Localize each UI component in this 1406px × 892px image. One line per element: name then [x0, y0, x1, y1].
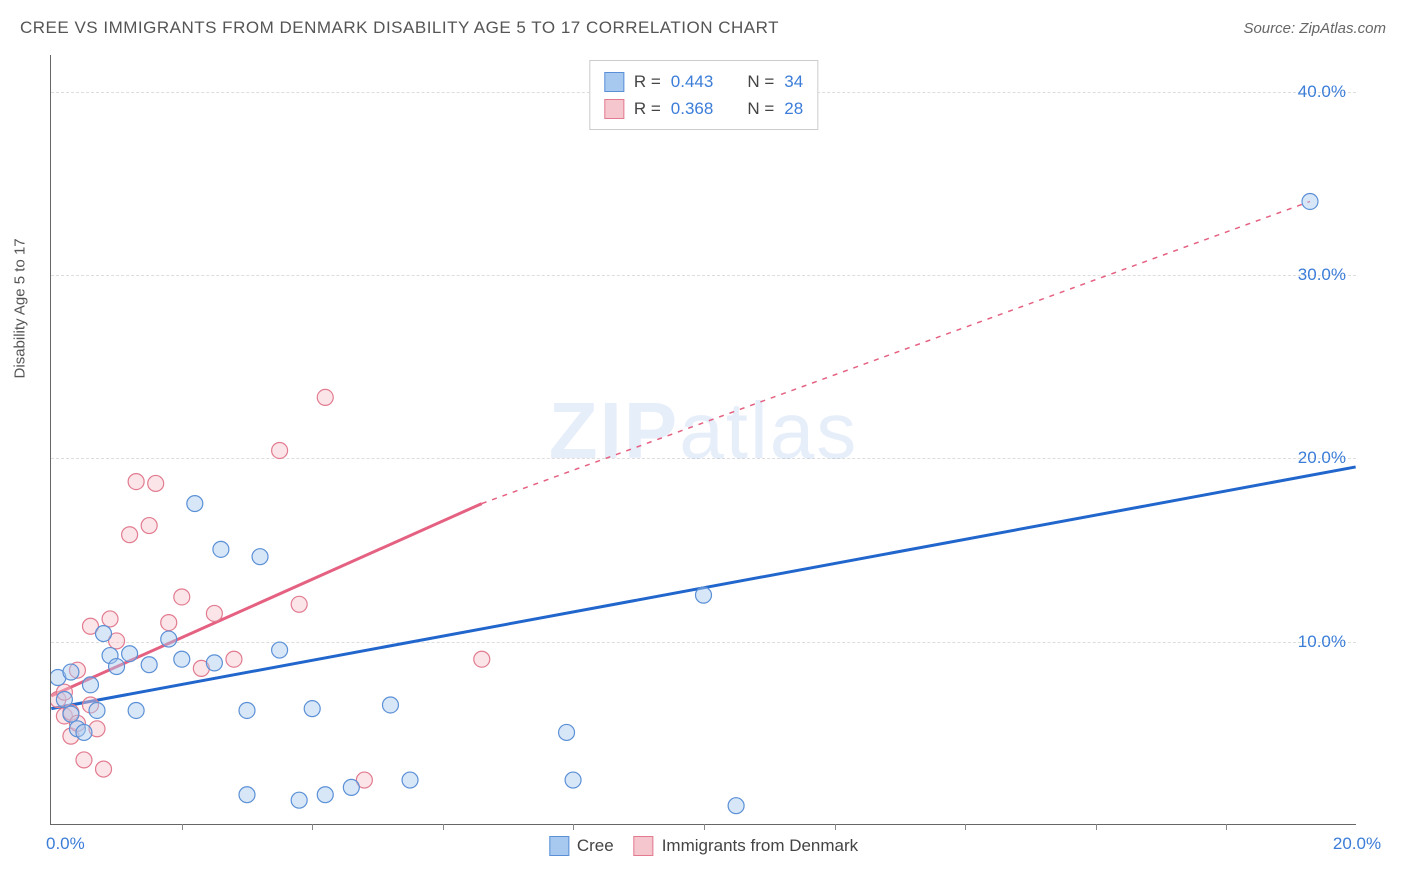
legend-r-value: 0.368: [671, 95, 714, 122]
data-point: [1302, 193, 1318, 209]
legend-n-value: 34: [784, 68, 803, 95]
legend-r-label: R =: [634, 68, 661, 95]
legend-stats: R = 0.443 N = 34 R = 0.368 N = 28: [589, 60, 818, 130]
x-minor-tick: [573, 824, 574, 830]
y-axis-title: Disability Age 5 to 17: [12, 238, 29, 378]
data-point: [96, 761, 112, 777]
data-point: [174, 589, 190, 605]
legend-r-label: R =: [634, 95, 661, 122]
legend-swatch: [604, 72, 624, 92]
data-point: [187, 496, 203, 512]
x-tick-label: 20.0%: [1333, 834, 1381, 854]
legend-series-item: Cree: [549, 836, 614, 856]
data-point: [239, 787, 255, 803]
data-point: [174, 651, 190, 667]
data-point: [474, 651, 490, 667]
data-point: [161, 615, 177, 631]
data-point: [239, 702, 255, 718]
legend-n-label: N =: [747, 68, 774, 95]
data-point: [161, 631, 177, 647]
chart-plot-area: ZIPatlas R =0.443N =34R =0.368N =28 Cree…: [50, 55, 1356, 825]
legend-swatch: [549, 836, 569, 856]
data-point: [206, 605, 222, 621]
data-point: [304, 701, 320, 717]
data-point: [122, 527, 138, 543]
legend-n-value: 28: [784, 95, 803, 122]
x-minor-tick: [704, 824, 705, 830]
data-point: [122, 646, 138, 662]
legend-stat-row: R = 0.368 N = 28: [604, 95, 803, 122]
x-minor-tick: [965, 824, 966, 830]
data-point: [128, 702, 144, 718]
x-minor-tick: [835, 824, 836, 830]
x-minor-tick: [1096, 824, 1097, 830]
x-tick-label: 0.0%: [46, 834, 85, 854]
x-minor-tick: [312, 824, 313, 830]
data-point: [252, 549, 268, 565]
data-point: [141, 518, 157, 534]
data-point: [728, 798, 744, 814]
data-point: [63, 706, 79, 722]
x-minor-tick: [182, 824, 183, 830]
legend-series-label: Immigrants from Denmark: [662, 836, 858, 856]
data-point: [82, 677, 98, 693]
legend-series: Cree Immigrants from Denmark: [549, 836, 858, 856]
data-point: [291, 596, 307, 612]
data-point: [128, 474, 144, 490]
data-point: [63, 664, 79, 680]
data-point: [402, 772, 418, 788]
data-point: [291, 792, 307, 808]
legend-n-label: N =: [747, 95, 774, 122]
data-point: [382, 697, 398, 713]
legend-series-item: Immigrants from Denmark: [634, 836, 858, 856]
trendline-denmark-dashed: [482, 201, 1310, 503]
source-label: Source: ZipAtlas.com: [1243, 20, 1386, 37]
data-point: [343, 779, 359, 795]
data-point: [317, 787, 333, 803]
data-point: [559, 724, 575, 740]
data-point: [148, 475, 164, 491]
data-point: [213, 541, 229, 557]
legend-r-value: 0.443: [671, 68, 714, 95]
legend-series-label: Cree: [577, 836, 614, 856]
chart-title: CREE VS IMMIGRANTS FROM DENMARK DISABILI…: [20, 18, 779, 38]
data-point: [696, 587, 712, 603]
data-point: [109, 659, 125, 675]
data-point: [96, 626, 112, 642]
data-point: [76, 752, 92, 768]
data-point: [56, 692, 72, 708]
x-minor-tick: [443, 824, 444, 830]
legend-swatch: [634, 836, 654, 856]
data-point: [317, 389, 333, 405]
scatter-svg: [51, 55, 1356, 824]
data-point: [141, 657, 157, 673]
data-point: [102, 611, 118, 627]
legend-swatch: [604, 99, 624, 119]
data-point: [226, 651, 242, 667]
data-point: [565, 772, 581, 788]
data-point: [272, 442, 288, 458]
data-point: [272, 642, 288, 658]
data-point: [89, 702, 105, 718]
x-minor-tick: [1226, 824, 1227, 830]
legend-stat-row: R = 0.443 N = 34: [604, 68, 803, 95]
data-point: [76, 724, 92, 740]
data-point: [206, 655, 222, 671]
